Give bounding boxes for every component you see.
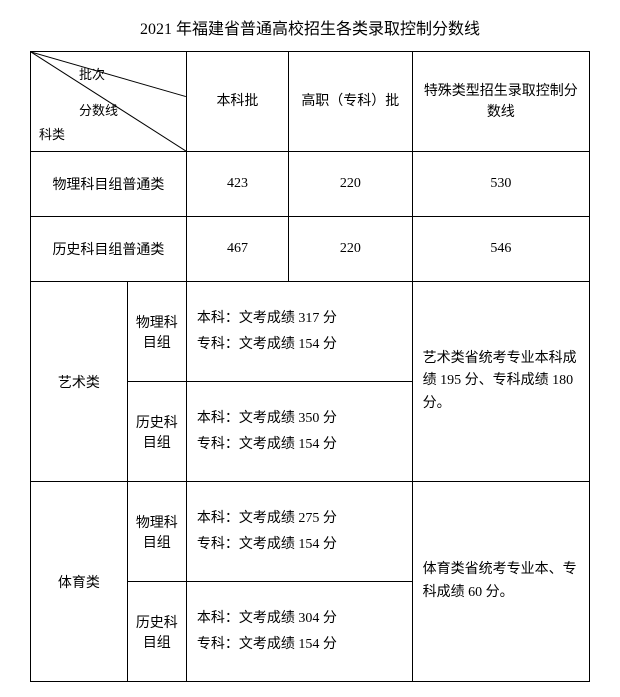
row-art-history-text: 本科：文考成绩 350 分专科：文考成绩 154 分 <box>186 382 412 482</box>
row-physics-normal-label: 物理科目组普通类 <box>31 152 187 217</box>
header-batch-label: 批次 <box>79 64 105 83</box>
row-art-special: 艺术类省统考专业本科成绩 195 分、专科成绩 180 分。 <box>412 282 589 482</box>
header-gaozhi: 高职（专科）批 <box>289 52 413 152</box>
header-benke: 本科批 <box>186 52 288 152</box>
row-history-normal-special: 546 <box>412 217 589 282</box>
row-history-normal-gaozhi: 220 <box>289 217 413 282</box>
row-pe-history-text: 本科：文考成绩 304 分专科：文考成绩 154 分 <box>186 582 412 682</box>
row-history-normal-benke: 467 <box>186 217 288 282</box>
row-physics-normal-special: 530 <box>412 152 589 217</box>
row-history-normal-label: 历史科目组普通类 <box>31 217 187 282</box>
row-physics-normal-gaozhi: 220 <box>289 152 413 217</box>
header-special: 特殊类型招生录取控制分数线 <box>412 52 589 152</box>
score-table: 批次 分数线 科类 本科批 高职（专科）批 特殊类型招生录取控制分数线 物理科目… <box>30 51 590 682</box>
page-title: 2021 年福建省普通高校招生各类录取控制分数线 <box>15 15 605 39</box>
header-scoreline-label: 分数线 <box>79 100 118 119</box>
row-physics-normal-benke: 423 <box>186 152 288 217</box>
row-pe-history-label: 历史科目组 <box>127 582 186 682</box>
row-pe-special: 体育类省统考专业本、专科成绩 60 分。 <box>412 482 589 682</box>
header-diagonal-cell: 批次 分数线 科类 <box>31 52 187 152</box>
row-pe-physics-text: 本科：文考成绩 275 分专科：文考成绩 154 分 <box>186 482 412 582</box>
row-art-physics-text: 本科：文考成绩 317 分专科：文考成绩 154 分 <box>186 282 412 382</box>
header-subject-label: 科类 <box>39 124 65 143</box>
row-pe-physics-label: 物理科目组 <box>127 482 186 582</box>
row-art-physics-label: 物理科目组 <box>127 282 186 382</box>
row-pe-label: 体育类 <box>31 482 128 682</box>
row-art-label: 艺术类 <box>31 282 128 482</box>
row-art-history-label: 历史科目组 <box>127 382 186 482</box>
